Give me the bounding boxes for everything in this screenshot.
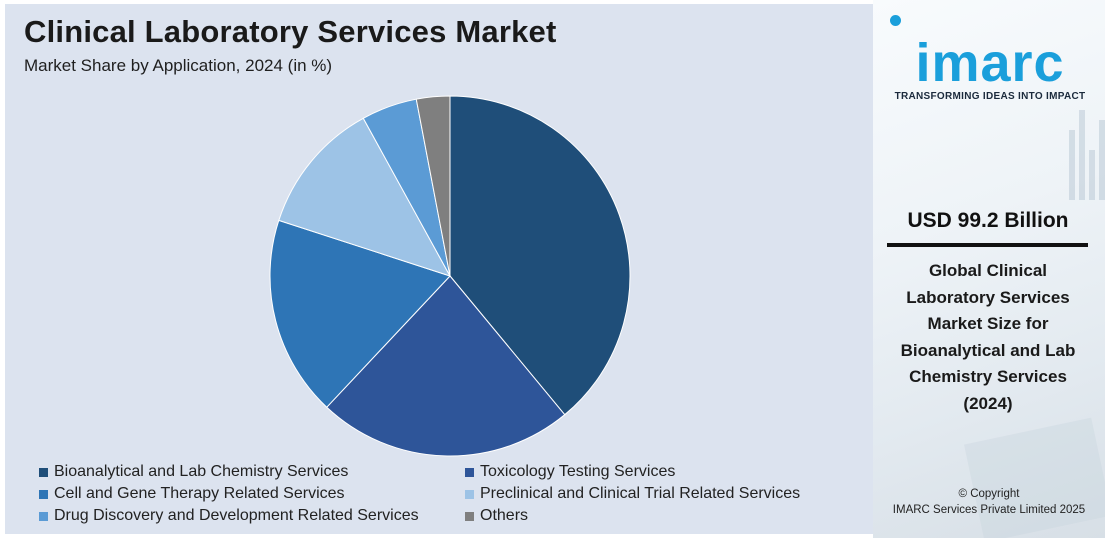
chart-title: Clinical Laboratory Services Market [24, 14, 557, 49]
divider [887, 243, 1088, 247]
market-size-value: USD 99.2 Billion [907, 209, 1069, 232]
legend-swatch [39, 511, 48, 521]
legend-swatch [39, 489, 48, 499]
legend-label: Bioanalytical and Lab Chemistry Services [54, 463, 349, 480]
copyright-line-2: IMARC Services Private Limited 2025 [892, 504, 1086, 516]
logo-dot-icon [890, 15, 901, 26]
legend-swatch [465, 489, 474, 499]
legend-item: Bioanalytical and Lab Chemistry Services [39, 463, 465, 481]
legend-swatch [465, 511, 474, 521]
legend-swatch [39, 467, 48, 477]
legend-label: Cell and Gene Therapy Related Services [54, 485, 345, 502]
side-panel: imarc TRANSFORMING IDEAS INTO IMPACT USD… [873, 0, 1105, 538]
market-size-description: Global Clinical Laboratory Services Mark… [900, 261, 1076, 413]
chart-legend: Bioanalytical and Lab Chemistry Services… [39, 463, 869, 525]
legend-item: Drug Discovery and Development Related S… [39, 507, 465, 525]
pie-slice-bioanalytical-and-lab-chemistry-services [449, 95, 631, 416]
legend-label: Preclinical and Clinical Trial Related S… [480, 485, 801, 502]
pie-slice-toxicology-testing-services [326, 275, 566, 457]
legend-item: Cell and Gene Therapy Related Services [39, 485, 465, 503]
copyright: © Copyright IMARC Services Private Limit… [873, 486, 1105, 518]
pie-chart [269, 95, 631, 457]
legend-swatch [465, 467, 474, 477]
background-graph-decoration [964, 110, 1105, 538]
chart-subtitle: Market Share by Application, 2024 (in %) [24, 56, 333, 75]
chart-panel: Clinical Laboratory Services Market Mark… [5, 4, 873, 534]
legend-item: Others [465, 507, 865, 525]
pie-slice-preclinical-and-clinical-trial-related-services [278, 117, 452, 277]
pie-slice-others [415, 95, 451, 277]
pie-slice-cell-and-gene-therapy-related-services [269, 219, 451, 408]
copyright-line-1: © Copyright [958, 488, 1020, 500]
legend-item: Preclinical and Clinical Trial Related S… [465, 485, 865, 503]
brand-tagline: TRANSFORMING IDEAS INTO IMPACT [894, 91, 1086, 102]
legend-label: Toxicology Testing Services [480, 463, 676, 480]
legend-label: Others [480, 507, 529, 524]
imarc-logo: imarc [915, 33, 1065, 93]
legend-label: Drug Discovery and Development Related S… [54, 507, 419, 524]
legend-item: Toxicology Testing Services [465, 463, 865, 481]
